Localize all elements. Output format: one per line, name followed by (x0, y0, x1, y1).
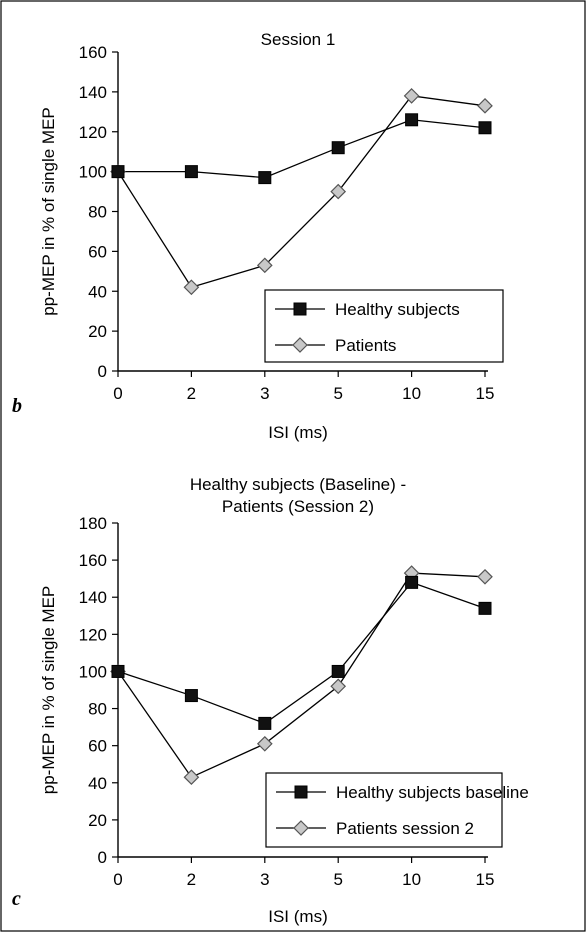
series-line-healthy (118, 119, 486, 179)
data-point-healthy (258, 171, 272, 185)
series-line-patients (117, 572, 486, 779)
y-tick-label: 180 (79, 514, 107, 533)
legend-marker-diamond (293, 820, 309, 836)
x-tick-label: 3 (260, 870, 269, 889)
data-point-patients (256, 735, 273, 752)
y-tick-label: 120 (79, 625, 107, 644)
legend-marker-square (293, 302, 307, 316)
y-tick-label: 160 (79, 551, 107, 570)
data-point-healthy (405, 575, 419, 589)
data-point-patients (477, 97, 493, 114)
y-tick-label: 120 (79, 123, 107, 142)
x-tick-label: 0 (113, 384, 122, 403)
y-tick-label: 80 (88, 203, 107, 222)
y-tick-label: 100 (79, 163, 107, 182)
x-tick-label: 15 (476, 870, 495, 889)
y-tick-label: 80 (88, 700, 107, 719)
series-line-healthy (117, 581, 486, 725)
x-tick-label: 0 (113, 870, 122, 889)
y-tick-label: 0 (98, 362, 107, 381)
legend-box (264, 289, 504, 363)
data-point-patients (256, 257, 273, 274)
y-tick-label: 100 (79, 662, 107, 681)
data-point-healthy (331, 664, 345, 678)
x-axis-title: ISI (ms) (268, 907, 328, 926)
y-tick-label: 40 (88, 774, 107, 793)
x-tick-label: 5 (333, 384, 342, 403)
data-point-healthy (184, 165, 198, 179)
data-point-healthy (331, 141, 345, 155)
legend-box (265, 772, 503, 848)
x-axis-title: ISI (ms) (268, 423, 328, 442)
y-tick-label: 60 (88, 737, 107, 756)
legend-label: Patients session 2 (336, 819, 474, 838)
data-point-patients (403, 88, 420, 104)
legend-label: Healthy subjects baseline (336, 783, 529, 802)
panel-letter: c (12, 888, 21, 910)
data-point-healthy (111, 664, 125, 678)
y-axis-title: pp-MEP in % of single MEP (39, 586, 58, 795)
chart-title-line: Session 1 (261, 30, 336, 49)
y-tick-label: 0 (98, 848, 107, 867)
y-tick-label: 60 (88, 242, 107, 261)
data-point-patients (330, 678, 347, 695)
legend-marker-square (294, 785, 308, 799)
y-tick-label: 40 (88, 282, 107, 301)
legend-label: Healthy subjects (335, 300, 460, 319)
y-tick-label: 20 (88, 322, 107, 341)
data-point-healthy (184, 689, 198, 703)
x-tick-label: 10 (402, 384, 421, 403)
data-point-healthy (258, 716, 272, 730)
chart-title-line: Healthy subjects (Baseline) - (190, 475, 406, 494)
x-tick-label: 3 (260, 384, 269, 403)
data-point-healthy (478, 601, 492, 615)
x-tick-label: 15 (476, 384, 495, 403)
x-tick-label: 5 (333, 870, 342, 889)
data-point-patients (183, 769, 200, 786)
x-tick-label: 2 (187, 870, 196, 889)
y-tick-label: 20 (88, 811, 107, 830)
x-tick-label: 2 (187, 384, 196, 403)
data-point-patients (477, 568, 493, 585)
y-tick-label: 160 (79, 43, 107, 62)
y-axis-title: pp-MEP in % of single MEP (39, 107, 58, 316)
chart-title-line: Patients (Session 2) (222, 497, 374, 516)
panel-letter: b (12, 395, 22, 417)
y-tick-label: 140 (79, 83, 107, 102)
legend-label: Patients (335, 336, 396, 355)
series-line-patients (117, 95, 486, 289)
data-point-patients (330, 183, 347, 200)
y-tick-label: 140 (79, 588, 107, 607)
data-point-patients (183, 279, 200, 296)
data-point-healthy (111, 165, 125, 179)
data-point-healthy (478, 121, 492, 135)
legend-marker-diamond (292, 337, 308, 353)
data-point-healthy (405, 113, 419, 127)
x-tick-label: 10 (402, 870, 421, 889)
